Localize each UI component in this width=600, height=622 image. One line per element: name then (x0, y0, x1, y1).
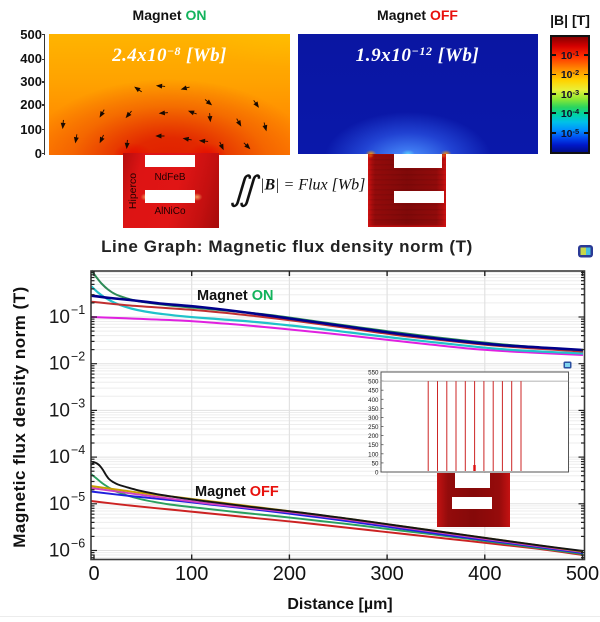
svg-text:200: 200 (273, 563, 306, 585)
svg-text:350: 350 (368, 406, 379, 413)
svg-text:200: 200 (368, 433, 379, 440)
svg-text:10: 10 (49, 541, 70, 562)
svg-text:400: 400 (368, 397, 379, 404)
svg-text:10: 10 (49, 447, 70, 468)
svg-text:500: 500 (368, 379, 379, 386)
svg-text:550: 550 (368, 370, 379, 377)
svg-text:Magnetic flux density norm (T): Magnetic flux density norm (T) (10, 286, 29, 548)
svg-text:100: 100 (175, 563, 208, 585)
svg-text:−1: −1 (71, 303, 85, 317)
svg-text:10: 10 (49, 400, 70, 421)
svg-text:Line Graph: Magnetic flux dens: Line Graph: Magnetic flux density norm (… (101, 237, 473, 256)
svg-text:300: 300 (370, 563, 403, 585)
svg-text:Distance [µm]: Distance [µm] (287, 596, 392, 613)
svg-text:250: 250 (368, 424, 379, 431)
svg-text:10: 10 (49, 494, 70, 515)
svg-text:−5: −5 (71, 490, 85, 504)
svg-text:0: 0 (375, 470, 379, 477)
svg-text:Magnet OFF: Magnet OFF (195, 484, 279, 500)
svg-text:500: 500 (566, 563, 599, 585)
svg-text:50: 50 (372, 460, 379, 467)
svg-text:−2: −2 (71, 350, 85, 364)
svg-text:−3: −3 (71, 396, 85, 410)
svg-text:−6: −6 (71, 537, 85, 551)
svg-text:300: 300 (368, 415, 379, 422)
svg-text:10: 10 (49, 307, 70, 328)
svg-text:10: 10 (49, 354, 70, 375)
svg-text:Magnet ON: Magnet ON (197, 288, 274, 304)
svg-text:0: 0 (88, 563, 99, 585)
svg-text:400: 400 (468, 563, 501, 585)
svg-text:450: 450 (368, 388, 379, 395)
svg-text:150: 150 (368, 442, 379, 449)
svg-text:−4: −4 (71, 443, 85, 457)
svg-text:100: 100 (368, 451, 379, 458)
